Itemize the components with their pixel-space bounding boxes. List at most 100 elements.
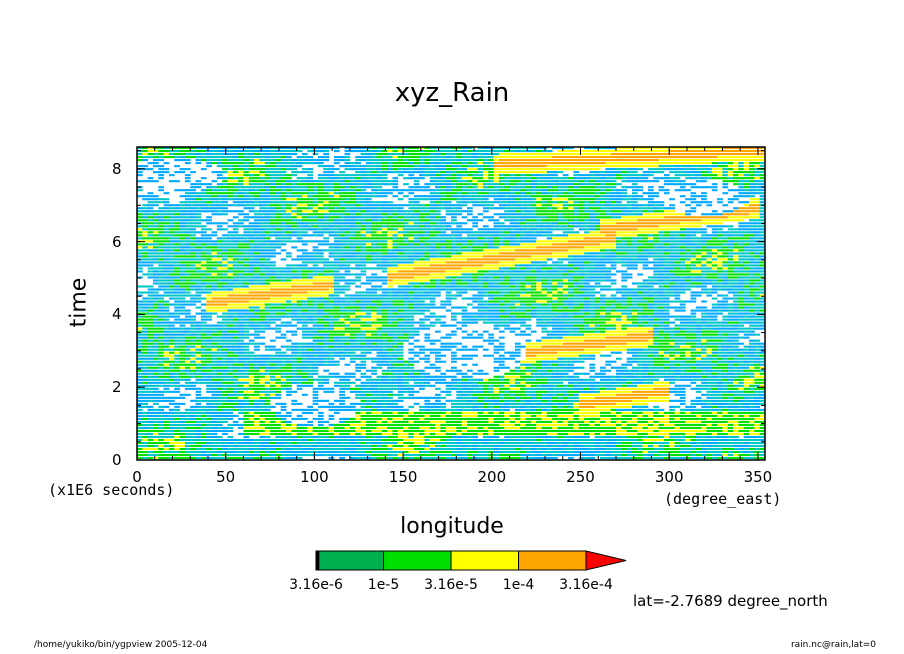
heatmap-cell [259,435,266,439]
heatmap-cell [317,435,324,439]
heatmap-cell [759,435,766,439]
heatmap-cell [381,375,388,378]
heatmap-cell [232,372,239,375]
heatmap-cell [264,435,271,439]
heatmap-cell [152,399,159,402]
heatmap-cell [706,411,713,414]
heatmap-cell [174,330,180,333]
heatmap-cell [174,375,180,378]
heatmap-cell [637,369,643,372]
heatmap-cell [238,405,244,408]
heatmap-cell [461,345,468,348]
heatmap-cell [525,420,532,423]
heatmap-cell [573,339,580,342]
heatmap-cell [360,390,367,393]
heatmap-cell [280,321,287,324]
heatmap-cell [594,405,601,408]
heatmap-cell [711,351,718,354]
heatmap-cell [621,342,628,345]
heatmap-cell [392,420,399,423]
heatmap-cell [626,360,633,363]
heatmap-cell [408,357,415,360]
heatmap-cell [717,375,723,378]
heatmap-cell [259,402,266,405]
heatmap-cell [637,417,643,420]
heatmap-cell [222,360,228,363]
heatmap-cell [498,399,505,402]
heatmap-cell [472,411,479,414]
heatmap-cell [142,423,149,426]
heatmap-cell [733,375,739,378]
heatmap-cell [397,330,404,333]
heatmap-cell [291,381,298,384]
heatmap-cell [562,453,569,457]
heatmap-cell [466,426,473,429]
heatmap-cell [152,363,159,366]
heatmap-cell [195,381,202,384]
heatmap-cell [137,417,143,420]
heatmap-cell [349,354,356,357]
heatmap-cell [711,423,718,426]
heatmap-cell [685,375,691,378]
heatmap-cell [312,339,319,342]
heatmap-cell [200,366,207,369]
heatmap-cell [493,426,500,429]
heatmap-cell [525,417,532,420]
heatmap-cell [642,450,649,454]
heatmap-cell [546,345,553,348]
heatmap-cell [408,360,415,363]
heatmap-cell [578,432,585,436]
heatmap-cell [360,321,367,324]
heatmap-cell [482,438,489,442]
heatmap-cell [424,417,431,420]
heatmap-cell [733,456,739,460]
heatmap-cell [200,342,207,345]
heatmap-cell [600,327,606,330]
heatmap-cell [520,384,526,387]
heatmap-cell [445,453,452,457]
heatmap-cell [174,354,180,357]
heatmap-cell [216,351,223,354]
heatmap-cell [440,342,447,345]
heatmap-cell [339,450,345,454]
heatmap-cell [466,411,473,414]
heatmap-cell [573,393,580,396]
heatmap-cell [451,318,457,321]
heatmap-cell [190,339,196,342]
heatmap-cell [413,354,420,357]
heatmap-cell [381,315,388,318]
heatmap-cell [733,453,739,457]
heatmap-cell [360,447,367,451]
heatmap-cell [232,393,239,396]
heatmap-cell [562,315,569,318]
heatmap-cell [589,345,596,348]
heatmap-cell [461,381,468,384]
heatmap-cell [344,450,351,454]
heatmap-cell [594,447,601,451]
heatmap-cell [482,330,489,333]
heatmap-cell [371,423,377,426]
heatmap-cell [323,381,329,384]
heatmap-cell [637,327,643,330]
heatmap-cell [541,360,548,363]
heatmap-cell [557,378,564,381]
heatmap-cell [637,363,643,366]
heatmap-cell [275,456,282,460]
heatmap-cell [711,435,718,439]
heatmap-cell [355,330,361,333]
heatmap-cell [573,441,580,445]
heatmap-cell [381,354,388,357]
heatmap-cell [403,327,409,330]
heatmap-cell [158,456,165,460]
heatmap-cell [679,444,686,448]
heatmap-cell [658,348,665,351]
heatmap-cell [275,366,282,369]
heatmap-cell [552,357,558,360]
heatmap-cell [206,411,212,414]
heatmap-cell [392,441,399,445]
heatmap-cell [509,315,516,318]
heatmap-cell [584,351,590,354]
heatmap-cell [738,456,745,460]
heatmap-cell [717,438,723,442]
heatmap-cell [387,369,393,372]
